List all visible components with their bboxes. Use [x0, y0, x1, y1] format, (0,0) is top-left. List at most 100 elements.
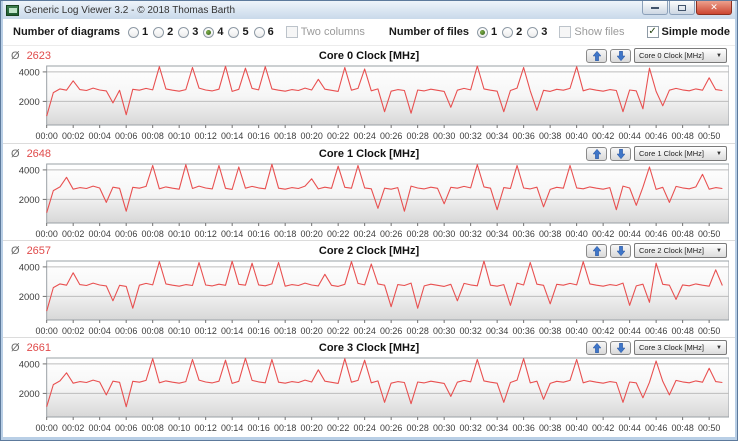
- x-axis-tick-label: 00:08: [142, 326, 164, 336]
- x-axis-tick-label: 00:08: [142, 229, 164, 239]
- x-axis-tick-label: 00:14: [221, 131, 243, 141]
- minimize-button[interactable]: [642, 1, 668, 15]
- diagram-count-option-1[interactable]: 1: [127, 26, 149, 38]
- chevron-down-icon: ▼: [716, 52, 722, 59]
- file-count-radio-group: 1 2 3: [477, 26, 547, 38]
- core-1-clock-chart: 4000 2000 00:00 00:02 00:04 00:06 00:08 00:10 00…: [19, 163, 729, 239]
- file-count-label-3: 3: [541, 26, 548, 38]
- y-axis-tick-label: 4000: [19, 262, 40, 273]
- x-axis-tick-label: 00:20: [301, 423, 323, 433]
- panel-core-3: Ø 2661 Core 3 Clock [MHz] Core 3 Clock […: [3, 337, 735, 434]
- core-3-clock-chart: 4000 2000 00:00 00:02 00:04 00:06 00:08 00:10 00…: [19, 357, 729, 433]
- diagram-count-label-2: 2: [167, 26, 174, 38]
- x-axis-tick-label: 00:42: [592, 131, 614, 141]
- down-arrow-icon: [616, 148, 625, 159]
- dropdown-selected-value: Core 3 Clock [MHz]: [639, 343, 705, 352]
- panel-down-button[interactable]: [610, 48, 631, 63]
- chevron-down-icon: ▼: [716, 247, 722, 254]
- panel-header: Ø 2648 Core 1 Clock [MHz] Core 1 Clock […: [9, 145, 729, 162]
- x-axis-tick-label: 00:44: [618, 131, 640, 141]
- clock-source-dropdown[interactable]: Core 1 Clock [MHz] ▼: [634, 146, 727, 161]
- x-axis-tick-label: 00:24: [354, 131, 376, 141]
- close-button[interactable]: ✕: [696, 1, 732, 15]
- average-symbol: Ø: [11, 341, 20, 354]
- diagram-count-label-4: 4: [217, 26, 224, 38]
- panel-down-button[interactable]: [610, 340, 631, 355]
- file-count-option-3[interactable]: 3: [527, 26, 547, 38]
- simple-mode-checkbox-box: ✓: [646, 26, 659, 38]
- panel-up-button[interactable]: [586, 340, 607, 355]
- x-axis-tick-label: 00:20: [301, 229, 323, 239]
- x-axis-tick-label: 00:48: [671, 326, 693, 336]
- show-files-checkbox-box: [559, 26, 572, 38]
- x-axis-tick-label: 00:04: [89, 423, 111, 433]
- panel-down-button[interactable]: [610, 243, 631, 258]
- x-axis-tick-label: 00:50: [698, 229, 720, 239]
- number-of-diagrams-label: Number of diagrams: [13, 26, 120, 38]
- x-axis-tick-label: 00:00: [36, 423, 58, 433]
- x-axis-tick-label: 00:18: [274, 423, 296, 433]
- diagram-count-label-1: 1: [141, 26, 149, 38]
- panel-up-button[interactable]: [586, 146, 607, 161]
- x-axis-tick-label: 00:32: [459, 229, 481, 239]
- diagram-count-option-6[interactable]: 6: [253, 26, 274, 38]
- x-axis-tick-label: 00:06: [115, 229, 137, 239]
- diagram-count-option-5[interactable]: 5: [228, 26, 249, 38]
- file-count-option-2[interactable]: 2: [502, 26, 522, 38]
- x-axis-tick-label: 00:20: [301, 131, 323, 141]
- x-axis-tick-label: 00:16: [248, 423, 270, 433]
- x-axis-tick-label: 00:04: [89, 229, 111, 239]
- x-axis-tick-label: 00:44: [618, 326, 640, 336]
- x-axis-tick-label: 00:36: [512, 131, 534, 141]
- x-axis-tick-label: 00:30: [433, 423, 455, 433]
- x-axis-tick-label: 00:26: [380, 229, 402, 239]
- panels-container: Ø 2623 Core 0 Clock [MHz] Core 0 Clock […: [3, 46, 735, 437]
- clock-source-dropdown[interactable]: Core 2 Clock [MHz] ▼: [634, 243, 727, 258]
- show-files-checkbox[interactable]: Show files: [559, 26, 625, 38]
- diagram-count-option-2[interactable]: 2: [153, 26, 173, 38]
- panel-core-2: Ø 2657 Core 2 Clock [MHz] Core 2 Clock […: [3, 240, 735, 337]
- x-axis-tick-label: 00:08: [142, 131, 164, 141]
- x-axis-tick-label: 00:46: [645, 229, 667, 239]
- x-axis-tick-label: 00:10: [168, 423, 190, 433]
- x-axis-tick-label: 00:32: [459, 326, 481, 336]
- clock-source-dropdown[interactable]: Core 3 Clock [MHz] ▼: [634, 340, 727, 355]
- x-axis-tick-label: 00:40: [565, 423, 587, 433]
- x-axis-tick-label: 00:20: [301, 326, 323, 336]
- up-arrow-icon: [592, 342, 601, 353]
- panel-core-0: Ø 2623 Core 0 Clock [MHz] Core 0 Clock […: [3, 46, 735, 143]
- clock-source-dropdown[interactable]: Core 0 Clock [MHz] ▼: [634, 48, 727, 63]
- x-axis-tick-label: 00:10: [168, 326, 190, 336]
- file-count-radio-2: [502, 26, 514, 38]
- x-axis-tick-label: 00:04: [89, 131, 111, 141]
- x-axis-tick-label: 00:26: [380, 131, 402, 141]
- panel-up-button[interactable]: [586, 243, 607, 258]
- x-axis-tick-label: 00:00: [36, 229, 58, 239]
- panel-up-button[interactable]: [586, 48, 607, 63]
- x-axis-tick-label: 00:40: [565, 326, 587, 336]
- diagram-count-option-4[interactable]: 4: [203, 26, 223, 38]
- x-axis-tick-label: 00:26: [380, 326, 402, 336]
- diagram-count-radio-5: [228, 26, 240, 38]
- x-axis-tick-label: 00:50: [698, 131, 720, 141]
- diagram-count-label-5: 5: [242, 26, 249, 38]
- x-axis-tick-label: 00:06: [115, 131, 137, 141]
- x-axis-tick-label: 00:10: [168, 131, 190, 141]
- chevron-down-icon: ▼: [716, 344, 722, 351]
- file-count-option-1[interactable]: 1: [477, 26, 497, 38]
- diagram-count-radio-1: [127, 26, 139, 38]
- x-axis-tick-label: 00:22: [327, 131, 349, 141]
- x-axis-tick-label: 00:14: [221, 229, 243, 239]
- two-columns-checkbox[interactable]: Two columns: [285, 26, 365, 38]
- maximize-button[interactable]: [669, 1, 695, 15]
- x-axis-tick-label: 00:46: [645, 326, 667, 336]
- x-axis-tick-label: 00:24: [354, 326, 376, 336]
- diagram-count-option-3[interactable]: 3: [178, 26, 198, 38]
- down-arrow-icon: [616, 245, 625, 256]
- maximize-icon: [678, 4, 686, 11]
- simple-mode-checkbox[interactable]: ✓ Simple mode: [646, 26, 730, 38]
- x-axis-tick-label: 00:22: [327, 229, 349, 239]
- x-axis-tick-label: 00:08: [142, 423, 164, 433]
- x-axis-tick-label: 00:34: [486, 229, 508, 239]
- panel-down-button[interactable]: [610, 146, 631, 161]
